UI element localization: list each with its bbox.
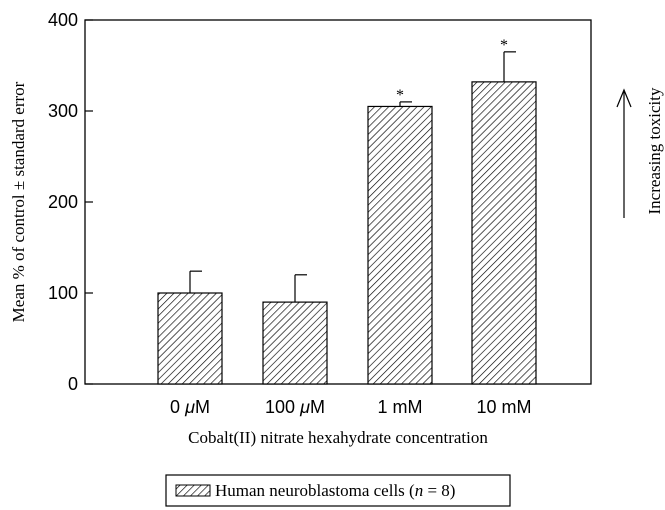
legend-label: Human neuroblastoma cells (n = 8) — [215, 481, 455, 500]
significance-marker: * — [396, 87, 404, 104]
x-tick-label: 10 mM — [476, 397, 531, 417]
toxicity-annotation: Increasing toxicity — [616, 87, 664, 218]
y-tick-label: 300 — [48, 101, 78, 121]
y-axis-ticks: 0 100 200 300 400 — [48, 10, 93, 394]
bars: ** — [157, 37, 537, 385]
x-axis-label: Cobalt(II) nitrate hexahydrate concentra… — [188, 428, 488, 447]
toxicity-annotation-label: Increasing toxicity — [645, 87, 664, 214]
x-tick-label: 0 μM — [170, 397, 210, 417]
x-axis-ticks: 0 μM 100 μM 1 mM 10 mM — [170, 397, 531, 417]
y-tick-label: 0 — [68, 374, 78, 394]
legend: Human neuroblastoma cells (n = 8) — [165, 474, 511, 507]
x-tick-label: 100 μM — [265, 397, 325, 417]
y-axis-label: Mean % of control ± standard error — [9, 81, 28, 322]
bar — [157, 292, 223, 385]
significance-marker: * — [500, 37, 508, 54]
y-tick-label: 200 — [48, 192, 78, 212]
bar — [262, 301, 328, 385]
y-tick-label: 100 — [48, 283, 78, 303]
bar — [367, 105, 433, 385]
x-tick-label: 1 mM — [378, 397, 423, 417]
y-tick-label: 400 — [48, 10, 78, 30]
arrow-head-icon — [616, 88, 632, 108]
bar — [471, 81, 537, 385]
legend-swatch — [175, 484, 211, 497]
legend-box — [165, 474, 511, 507]
